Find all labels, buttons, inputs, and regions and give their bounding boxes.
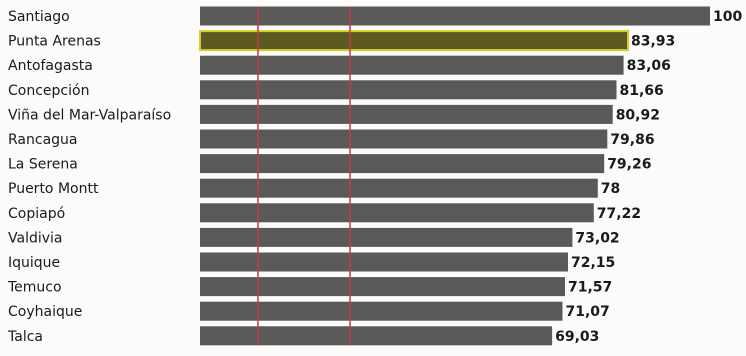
labels-group: Santiago 100 Punta Arenas 83,93 Antofagasta 8… (7, 9, 742, 345)
bar-13 (200, 326, 553, 346)
category-label-5: Rancagua (8, 132, 78, 148)
bar-8 (200, 203, 594, 223)
category-label-6: La Serena (8, 157, 78, 173)
category-label-0: Santiago (8, 9, 70, 25)
category-label-2: Antofagasta (8, 58, 93, 74)
value-label-7: 78 (601, 181, 620, 197)
value-label-5: 79,86 (610, 132, 654, 148)
category-label-1: Punta Arenas (8, 34, 101, 50)
category-label-3: Concepción (8, 83, 89, 99)
bar-12 (200, 301, 563, 321)
value-label-10: 72,15 (571, 255, 615, 271)
category-label-12: Coyhaique (8, 304, 82, 320)
value-label-8: 77,22 (597, 206, 641, 222)
bar-2 (200, 55, 624, 75)
value-label-12: 71,07 (566, 304, 610, 320)
category-label-9: Valdivia (8, 230, 63, 246)
bar-3 (200, 80, 617, 100)
value-label-9: 73,02 (575, 230, 619, 246)
bar-7 (200, 178, 598, 198)
value-label-11: 71,57 (568, 280, 612, 296)
value-label-6: 79,26 (607, 157, 651, 173)
bars-group (199, 6, 710, 346)
reference-lines (257, 6, 351, 346)
value-label-0: 100 (713, 9, 742, 25)
value-label-13: 69,03 (555, 329, 599, 345)
bar-4 (200, 104, 613, 124)
category-label-10: Iquique (8, 255, 60, 271)
category-label-7: Puerto Montt (8, 181, 99, 197)
value-label-1: 83,93 (631, 34, 675, 50)
category-label-4: Viña del Mar-Valparaíso (8, 107, 171, 123)
value-label-3: 81,66 (620, 83, 664, 99)
bar-9 (200, 227, 573, 247)
value-label-4: 80,92 (616, 107, 660, 123)
category-label-11: Temuco (7, 280, 62, 296)
bar-6 (200, 154, 605, 174)
category-label-8: Copiapó (8, 206, 65, 222)
category-label-13: Talca (7, 329, 43, 345)
bar-10 (200, 252, 568, 272)
bar-11 (200, 277, 565, 297)
bar-0 (200, 6, 710, 26)
bar-5 (200, 129, 608, 149)
bar-1 (199, 30, 629, 52)
value-label-2: 83,06 (627, 58, 671, 74)
